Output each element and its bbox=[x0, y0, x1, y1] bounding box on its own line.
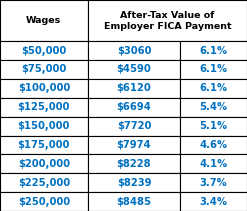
Text: $8485: $8485 bbox=[117, 197, 151, 207]
Text: 4.6%: 4.6% bbox=[200, 140, 228, 150]
Bar bbox=[180, 173, 247, 192]
Bar bbox=[180, 41, 247, 60]
Bar bbox=[88, 154, 180, 173]
Bar bbox=[0, 135, 88, 154]
Bar bbox=[0, 117, 88, 135]
Bar bbox=[0, 41, 88, 60]
Bar bbox=[180, 192, 247, 211]
Bar bbox=[88, 60, 180, 79]
Bar bbox=[88, 173, 180, 192]
Text: 5.1%: 5.1% bbox=[200, 121, 228, 131]
Text: $7974: $7974 bbox=[117, 140, 151, 150]
Text: 3.7%: 3.7% bbox=[200, 178, 227, 188]
Bar bbox=[0, 0, 88, 41]
Bar bbox=[88, 135, 180, 154]
Text: $100,000: $100,000 bbox=[18, 83, 70, 93]
Bar bbox=[180, 60, 247, 79]
Bar bbox=[0, 98, 88, 117]
Text: 6.1%: 6.1% bbox=[200, 83, 228, 93]
Text: $8239: $8239 bbox=[117, 178, 151, 188]
Text: $200,000: $200,000 bbox=[18, 159, 70, 169]
Text: Wages: Wages bbox=[26, 16, 62, 25]
Bar bbox=[88, 192, 180, 211]
Text: $6694: $6694 bbox=[117, 102, 151, 112]
Bar bbox=[180, 79, 247, 98]
Text: $125,000: $125,000 bbox=[18, 102, 70, 112]
Bar bbox=[0, 173, 88, 192]
Text: 5.4%: 5.4% bbox=[200, 102, 228, 112]
Bar bbox=[180, 135, 247, 154]
Text: After-Tax Value of
Employer FICA Payment: After-Tax Value of Employer FICA Payment bbox=[103, 11, 231, 31]
Bar bbox=[88, 98, 180, 117]
Bar bbox=[0, 154, 88, 173]
Bar bbox=[88, 0, 247, 41]
Text: 3.4%: 3.4% bbox=[200, 197, 228, 207]
Bar bbox=[88, 41, 180, 60]
Bar bbox=[0, 192, 88, 211]
Text: $7720: $7720 bbox=[117, 121, 151, 131]
Text: $150,000: $150,000 bbox=[18, 121, 70, 131]
Bar bbox=[180, 117, 247, 135]
Text: $75,000: $75,000 bbox=[21, 64, 66, 74]
Text: $225,000: $225,000 bbox=[18, 178, 70, 188]
Bar bbox=[88, 79, 180, 98]
Bar bbox=[180, 98, 247, 117]
Bar bbox=[0, 79, 88, 98]
Text: 6.1%: 6.1% bbox=[200, 64, 228, 74]
Text: $175,000: $175,000 bbox=[18, 140, 70, 150]
Text: $250,000: $250,000 bbox=[18, 197, 70, 207]
Text: $4590: $4590 bbox=[117, 64, 151, 74]
Text: $50,000: $50,000 bbox=[21, 46, 66, 55]
Bar bbox=[88, 117, 180, 135]
Bar bbox=[180, 154, 247, 173]
Text: $8228: $8228 bbox=[117, 159, 151, 169]
Bar bbox=[0, 60, 88, 79]
Text: $3060: $3060 bbox=[117, 46, 151, 55]
Text: 6.1%: 6.1% bbox=[200, 46, 228, 55]
Text: 4.1%: 4.1% bbox=[200, 159, 228, 169]
Text: $6120: $6120 bbox=[117, 83, 151, 93]
